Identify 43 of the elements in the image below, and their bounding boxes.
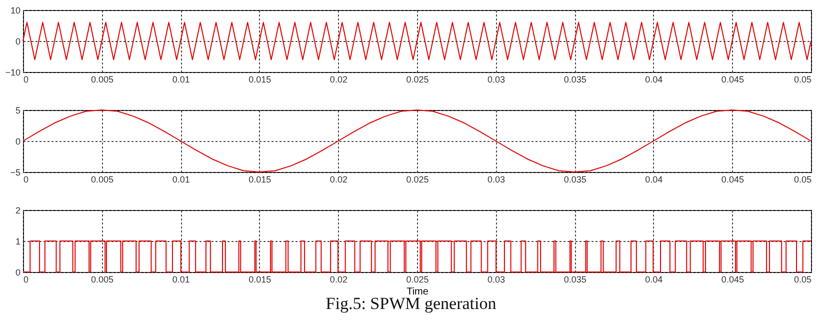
x-tick-label: 0.02 xyxy=(330,74,348,84)
x-tick-label: 0.02 xyxy=(330,174,348,184)
line-series xyxy=(22,110,812,172)
y-tick-label: 0 xyxy=(15,136,20,146)
y-tick-label: 1 xyxy=(15,236,20,246)
x-tick-label: 0 xyxy=(24,74,29,84)
x-tick-label: 0.05 xyxy=(794,274,812,284)
y-tick-label: −10 xyxy=(5,68,20,78)
x-tick-label: 0.02 xyxy=(330,274,348,284)
y-tick-label: −5 xyxy=(10,168,20,178)
x-tick-label: 0.035 xyxy=(564,174,586,184)
x-tick-label: 0.015 xyxy=(248,174,272,184)
x-tick-label: 0.005 xyxy=(91,174,114,184)
x-tick-label: 0.035 xyxy=(564,274,586,284)
y-tick-label: 0 xyxy=(15,36,20,46)
x-tick-label: 0 xyxy=(24,174,29,184)
x-tick-label: 0.015 xyxy=(248,274,272,284)
x-tick-label: 0.015 xyxy=(248,74,272,84)
x-tick-label: 0.03 xyxy=(488,174,506,184)
x-tick-label: 0.01 xyxy=(172,74,190,84)
x-tick-label: 0.01 xyxy=(172,174,190,184)
x-tick-label: 0.005 xyxy=(91,74,114,84)
x-tick-label: 0.04 xyxy=(645,174,663,184)
x-tick-label: 0.045 xyxy=(721,274,744,284)
x-tick-label: 0.05 xyxy=(794,174,812,184)
y-tick-label: 10 xyxy=(10,6,20,16)
x-tick-label: 0.03 xyxy=(488,274,506,284)
x-tick-label: 0.005 xyxy=(91,274,114,284)
x-tick-label: 0.04 xyxy=(645,274,663,284)
x-tick-label: 0.045 xyxy=(721,174,744,184)
x-tick-label: 0.05 xyxy=(794,74,812,84)
x-tick-label: 0.025 xyxy=(406,174,429,184)
x-tick-label: 0.045 xyxy=(721,74,744,84)
y-tick-label: 0 xyxy=(15,268,20,278)
x-tick-label: 0.04 xyxy=(645,74,663,84)
x-tick-label: 0.03 xyxy=(488,74,506,84)
y-tick-label: 5 xyxy=(15,106,20,116)
x-tick-label: 0.025 xyxy=(406,274,429,284)
x-tick-label: 0.025 xyxy=(406,74,429,84)
x-tick-label: 0 xyxy=(24,274,29,284)
x-tick-label: 0.035 xyxy=(564,74,586,84)
y-tick-label: 2 xyxy=(15,206,20,216)
x-tick-label: 0.01 xyxy=(172,274,190,284)
